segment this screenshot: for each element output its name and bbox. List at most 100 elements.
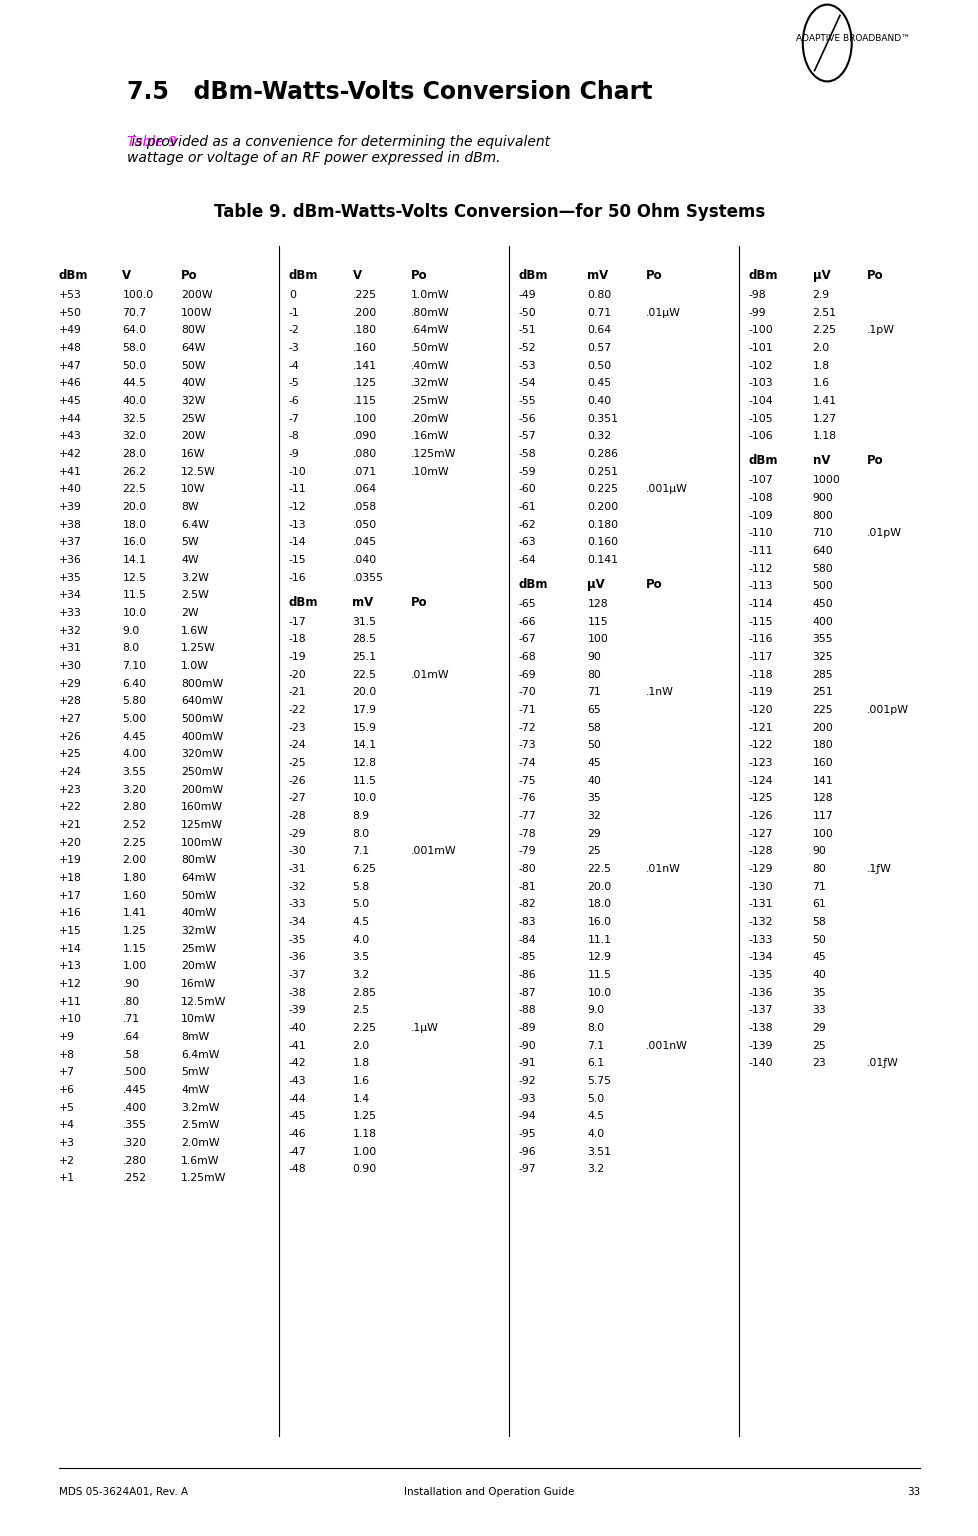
Text: 33: 33 — [906, 1487, 919, 1498]
Text: +32: +32 — [59, 625, 81, 636]
Text: +7: +7 — [59, 1068, 74, 1077]
Text: 5mW: 5mW — [181, 1068, 209, 1077]
Text: 225: 225 — [812, 705, 832, 716]
Text: .141: .141 — [352, 361, 377, 370]
Text: 35: 35 — [587, 794, 600, 803]
Text: 40: 40 — [587, 776, 600, 786]
Text: +21: +21 — [59, 820, 81, 829]
Text: +37: +37 — [59, 538, 81, 547]
Text: -63: -63 — [518, 538, 536, 547]
Text: 8.0: 8.0 — [587, 1023, 604, 1034]
Text: 1.18: 1.18 — [812, 432, 836, 441]
Text: -120: -120 — [748, 705, 773, 716]
Text: 710: 710 — [812, 528, 832, 539]
Text: Po: Po — [411, 596, 427, 608]
Text: V: V — [352, 269, 361, 281]
Text: 2.25: 2.25 — [812, 326, 836, 335]
Text: +31: +31 — [59, 644, 81, 653]
Text: -121: -121 — [748, 723, 773, 733]
Text: 100: 100 — [812, 829, 832, 839]
Text: 1.0W: 1.0W — [181, 660, 209, 671]
Text: -40: -40 — [289, 1023, 306, 1034]
Text: -84: -84 — [518, 935, 536, 945]
Text: -35: -35 — [289, 935, 306, 945]
Text: +18: +18 — [59, 872, 81, 883]
Text: 45: 45 — [812, 952, 825, 963]
Text: 8W: 8W — [181, 502, 199, 511]
Text: dBm: dBm — [59, 269, 88, 281]
Text: 0.50: 0.50 — [587, 361, 611, 370]
Text: -39: -39 — [289, 1006, 306, 1015]
Text: -4: -4 — [289, 361, 299, 370]
Text: -48: -48 — [289, 1164, 306, 1175]
Text: 1.25: 1.25 — [352, 1112, 377, 1121]
Text: 65: 65 — [587, 705, 600, 716]
Text: +33: +33 — [59, 608, 81, 617]
Text: 4mW: 4mW — [181, 1084, 209, 1095]
Text: 32.5: 32.5 — [122, 413, 147, 424]
Text: +11: +11 — [59, 997, 81, 1006]
Text: -79: -79 — [518, 846, 536, 857]
Text: dBm: dBm — [289, 269, 318, 281]
Text: -106: -106 — [748, 432, 773, 441]
Text: +13: +13 — [59, 962, 81, 971]
Text: -89: -89 — [518, 1023, 536, 1034]
Text: -109: -109 — [748, 511, 773, 521]
Text: .01µW: .01µW — [645, 307, 681, 318]
Text: V: V — [122, 269, 131, 281]
Text: .01nW: .01nW — [645, 865, 681, 874]
Text: 15.9: 15.9 — [352, 723, 377, 733]
Text: -17: -17 — [289, 617, 306, 627]
Text: 640mW: 640mW — [181, 696, 223, 707]
Text: 1.8: 1.8 — [352, 1058, 369, 1069]
Text: 1.6: 1.6 — [812, 378, 828, 389]
Text: 40.0: 40.0 — [122, 396, 147, 406]
Text: -46: -46 — [289, 1129, 306, 1140]
Text: -62: -62 — [518, 519, 536, 530]
Text: -94: -94 — [518, 1112, 536, 1121]
Text: -28: -28 — [289, 811, 306, 822]
Text: .1ƒW: .1ƒW — [866, 865, 890, 874]
Text: -134: -134 — [748, 952, 773, 963]
Text: 20.0: 20.0 — [122, 502, 147, 511]
Text: +6: +6 — [59, 1084, 74, 1095]
Text: .64mW: .64mW — [411, 326, 449, 335]
Text: 10.0: 10.0 — [587, 988, 611, 998]
Text: -6: -6 — [289, 396, 299, 406]
Text: 22.5: 22.5 — [587, 865, 611, 874]
Text: +28: +28 — [59, 696, 81, 707]
Text: -91: -91 — [518, 1058, 536, 1069]
Text: -83: -83 — [518, 917, 536, 928]
Text: .90: .90 — [122, 978, 140, 989]
Text: 6.25: 6.25 — [352, 865, 377, 874]
Text: 10.0: 10.0 — [122, 608, 147, 617]
Text: 0.351: 0.351 — [587, 413, 618, 424]
Text: 14.1: 14.1 — [352, 740, 377, 751]
Text: .001µW: .001µW — [645, 484, 688, 495]
Text: -110: -110 — [748, 528, 773, 539]
Text: 80W: 80W — [181, 326, 205, 335]
Text: 33: 33 — [812, 1006, 825, 1015]
Text: 0.64: 0.64 — [587, 326, 611, 335]
Text: -61: -61 — [518, 502, 536, 511]
Text: 7.1: 7.1 — [587, 1041, 603, 1051]
Text: 5.00: 5.00 — [122, 714, 147, 723]
Text: .400: .400 — [122, 1103, 147, 1112]
Text: -58: -58 — [518, 449, 536, 459]
Text: .58: .58 — [122, 1049, 139, 1060]
Text: 1.00: 1.00 — [352, 1147, 377, 1157]
Text: 2.0mW: 2.0mW — [181, 1138, 219, 1147]
Text: 11.5: 11.5 — [122, 590, 147, 601]
Text: .80mW: .80mW — [411, 307, 449, 318]
Text: 6.1: 6.1 — [587, 1058, 603, 1069]
Text: 10mW: 10mW — [181, 1014, 216, 1025]
Text: +48: +48 — [59, 343, 81, 353]
Text: 40: 40 — [812, 971, 825, 980]
Text: -93: -93 — [518, 1094, 536, 1104]
Text: 5.0: 5.0 — [352, 900, 370, 909]
Text: -10: -10 — [289, 467, 306, 476]
Text: 355: 355 — [812, 634, 832, 645]
Text: 0.90: 0.90 — [352, 1164, 377, 1175]
Text: -136: -136 — [748, 988, 773, 998]
Text: 58.0: 58.0 — [122, 343, 147, 353]
